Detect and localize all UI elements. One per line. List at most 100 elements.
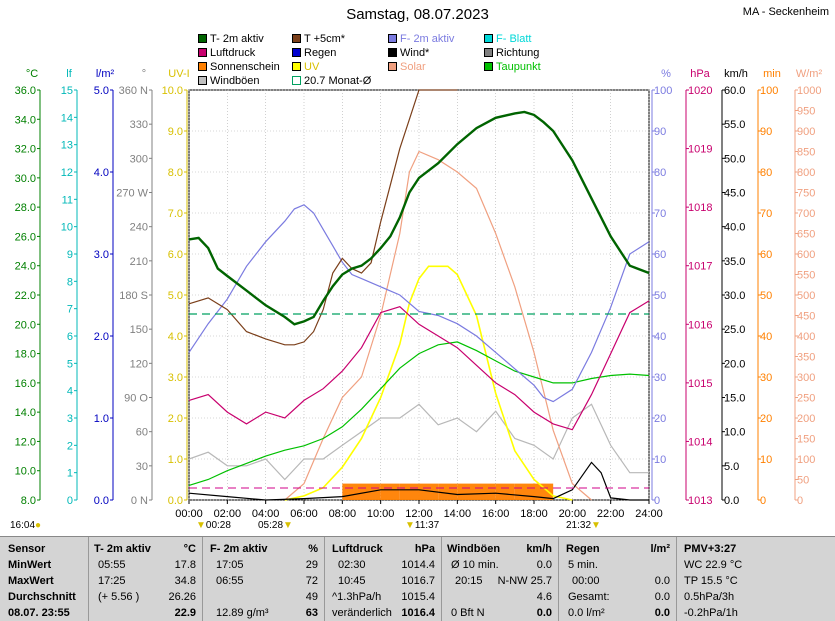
wind-avg-value: 0.0 [536,559,552,571]
legend-item-8: Sonnenschein [198,61,280,73]
axis-solar-unit: W/m² [796,68,823,80]
axis-solar-label: 250 [797,393,815,405]
axis-temp-label: 22.0 [15,290,36,302]
axis-hum-label: 90 [654,126,666,138]
weather-chart: 00:00 02:00 04:00 06:00 08:00 10:00 12:00 14:00… [15,68,823,520]
axis-sunmin-unit: min [763,68,781,80]
axis-wind-label: 25.0 [724,324,745,336]
axis-uv-label: 8.0 [168,167,183,179]
axis-hum-unit: % [661,68,671,80]
axis-hum-label: 80 [654,167,666,179]
legend-swatch [198,62,207,71]
legend-label: 20.7 Monat-Ø [304,75,372,87]
legend-label: T- 2m aktiv [210,33,264,45]
header-wind-unit: km/h [526,543,552,555]
axis-press-label: 1019 [688,144,712,156]
axis-wind-label: 15.0 [724,393,745,405]
axis-dir-label: 240 [130,222,148,234]
hum-max-value: 72 [305,575,318,587]
x-tick-label: 20:00 [559,508,587,520]
legend-item-13: 20.7 Monat-Ø [292,75,371,87]
legend-item-2: F- 2m aktiv [388,33,454,45]
series-taupunkt [188,341,650,486]
axis-blatt-label: 13 [61,140,73,152]
sunshine-bar [534,483,554,500]
x-tick-label: 02:00 [214,508,242,520]
col-press: Luftdruck hPa 02:30 1014.4 10:45 1016.7 … [324,537,442,621]
axis-uv-label: 0.0 [168,495,183,507]
header-rain-unit: l/m² [650,543,670,555]
row-label-avg: Durchschnitt [8,591,76,603]
legend-swatch [484,48,493,57]
legend-label: F- 2m aktiv [400,33,455,45]
legend-item-11: Taupunkt [484,61,541,73]
axis-blatt-label: 1 [67,468,73,480]
axis-rain-label: 4.0 [94,167,109,179]
axis-press-unit: hPa [690,68,710,80]
axis-blatt-label: 5 [67,358,73,370]
x-tick-label: 06:00 [290,508,318,520]
legend-swatch [388,48,397,57]
axis-solar-label: 900 [797,126,815,138]
axis-sunmin-label: 40 [760,331,772,343]
header-hum-unit: % [308,543,318,555]
axis-press-label: 1018 [688,202,712,214]
legend-swatch [292,62,301,71]
axis-temp-unit: °C [26,68,38,80]
x-tick-label: 10:00 [367,508,395,520]
axis-wind-label: 35.0 [724,256,745,268]
legend-label: F- Blatt [496,33,532,45]
axis-solar-label: 500 [797,290,815,302]
series-solar [284,150,592,501]
hum-avg-value: 49 [305,591,318,603]
sunshine-bar [514,483,534,500]
press-trend: ^1.3hPa/h [332,591,382,603]
axis-solar-label: 1000 [797,85,821,97]
axis-temp-label: 36.0 [15,85,36,97]
legend-swatch [388,34,397,43]
header-temp: T- 2m aktiv [94,543,151,555]
axis-temp-label: 32.0 [15,144,36,156]
axis-wind-label: 20.0 [724,358,745,370]
axis-blatt-label: 10 [61,222,73,234]
axis-dir-label: 30 [136,461,148,473]
axis-wind-label: 30.0 [724,290,745,302]
axis-press-label: 1017 [688,261,712,273]
summary-table: Sensor MinWert MaxWert Durchschnitt 08.0… [0,536,835,621]
press-max-value: 1016.7 [401,575,435,587]
col-temp: T- 2m aktiv °C 05:55 17.8 17:25 34.8 (+ … [88,537,203,621]
row-label-max: MaxWert [8,575,54,587]
header-press: Luftdruck [332,543,383,555]
legend-swatch [292,34,301,43]
legend-label: Windböen [210,75,260,87]
axis-press-label: 1020 [688,85,712,97]
axis-temp-label: 26.0 [15,231,36,243]
station-name: MA - Seckenheim [742,6,829,18]
axis-temp-label: 8.0 [21,495,36,507]
header-sensor: Sensor [8,543,46,555]
axis-uv-label: 10.0 [162,85,183,97]
axis-solar-label: 100 [797,454,815,466]
legend-swatch [292,76,301,85]
rain-rate: 0.0 l/m² [568,607,605,619]
axis-dir-label: 210 [130,256,148,268]
rain-total-value: 0.0 [654,591,670,603]
col-wind: Windböen km/h Ø 10 min. 0.0 20:15 N-NW 2… [441,537,559,621]
x-tick-label: 22:00 [597,508,625,520]
axis-hum-label: 70 [654,208,666,220]
legend-swatch [292,48,301,57]
axis-uv-label: 4.0 [168,331,183,343]
wind-current-value: 0.0 [536,607,552,619]
axis-solar-label: 850 [797,147,815,159]
axis-solar-label: 550 [797,270,815,282]
marker-label-a: 16:04● [10,520,42,531]
legend-item-3: F- Blatt [484,33,531,45]
pmv-dewpoint: TP 15.5 °C [684,575,738,587]
axis-temp-label: 16.0 [15,378,36,390]
legend-label: Richtung [496,47,540,59]
axis-temp-label: 28.0 [15,202,36,214]
axis-rain-label: 3.0 [94,249,109,261]
axis-rain-label: 2.0 [94,331,109,343]
axis-solar-label: 350 [797,352,815,364]
axis-blatt-label: 12 [61,167,73,179]
